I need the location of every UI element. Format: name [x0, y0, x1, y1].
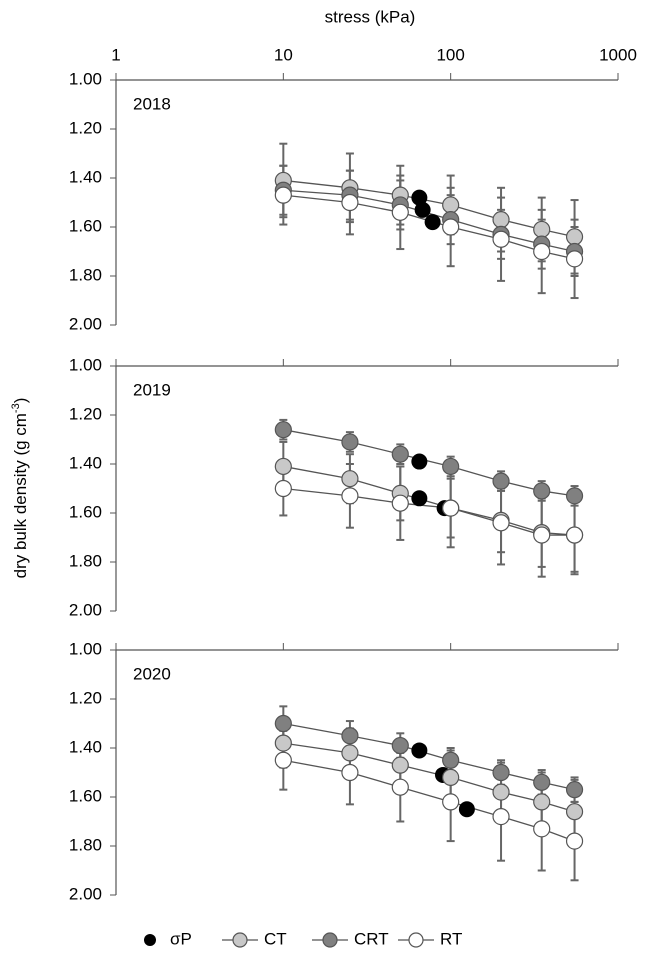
series-point — [274, 714, 292, 733]
series-point — [442, 499, 460, 517]
series-point — [274, 751, 292, 769]
legend-marker — [232, 932, 248, 948]
series-point — [492, 783, 510, 801]
series-point — [492, 472, 510, 490]
y-tick-label: 1.60 — [69, 786, 102, 805]
series-point — [341, 487, 359, 505]
series-point — [391, 778, 409, 796]
legend-label: CRT — [354, 929, 389, 948]
y-tick-label: 1.60 — [69, 216, 102, 235]
sigma-p-point — [411, 453, 428, 470]
series-point — [533, 773, 551, 791]
x-tick-label: 1 — [111, 45, 120, 64]
series-point — [391, 494, 409, 512]
x-tick-label: 10 — [274, 45, 293, 64]
series-point — [565, 228, 584, 246]
y-tick-label: 1.00 — [69, 355, 102, 374]
y-tick-label: 1.20 — [69, 404, 102, 423]
y-axis-label: dry bulk density (g cm-3) — [10, 398, 31, 579]
legend-marker — [144, 934, 156, 946]
x-tick-label: 100 — [436, 45, 464, 64]
series-line — [283, 487, 575, 536]
series-point — [391, 736, 409, 755]
y-tick-label: 1.40 — [69, 453, 102, 472]
series-point — [533, 482, 551, 500]
sigma-p-point — [424, 214, 441, 231]
y-tick-label: 1.80 — [69, 551, 102, 570]
y-tick-label: 1.00 — [69, 639, 102, 658]
y-tick-label: 1.20 — [69, 118, 102, 137]
series-point — [492, 211, 510, 229]
legend-marker — [322, 932, 338, 948]
series-point — [565, 803, 584, 821]
y-tick-label: 2.00 — [69, 600, 102, 619]
panel-label: 2020 — [133, 664, 171, 683]
series-point — [391, 203, 409, 221]
series-point — [442, 457, 460, 476]
legend-marker — [408, 932, 424, 948]
y-label-end: ) — [11, 398, 30, 404]
series-point — [565, 832, 584, 850]
series-point — [533, 793, 551, 811]
series-point — [565, 250, 584, 268]
x-tick-label: 1000 — [599, 45, 637, 64]
series-point — [442, 768, 460, 787]
y-tick-label: 1.00 — [69, 69, 102, 88]
series-point — [274, 479, 292, 498]
series-point — [274, 734, 292, 752]
y-tick-label: 1.80 — [69, 265, 102, 284]
y-tick-label: 1.40 — [69, 737, 102, 756]
x-axis-label: stress (kPa) — [325, 7, 416, 26]
series-point — [341, 433, 359, 451]
legend-label: σP — [170, 929, 192, 948]
series-point — [533, 820, 551, 838]
series-point — [391, 445, 409, 463]
y-tick-label: 2.00 — [69, 884, 102, 903]
sigma-p-point — [411, 189, 428, 206]
series-line — [283, 722, 575, 791]
panel-label: 2019 — [133, 380, 171, 399]
series-point — [492, 763, 510, 782]
series-point — [274, 421, 292, 439]
y-label-sup: -3 — [10, 403, 22, 413]
series-point — [391, 756, 409, 774]
y-tick-label: 2.00 — [69, 314, 102, 333]
y-label-text: dry bulk density (g cm — [11, 413, 30, 578]
sigma-p-point — [458, 801, 475, 818]
series-line — [283, 465, 575, 536]
series-point — [533, 526, 551, 544]
series-point — [565, 781, 584, 799]
sigma-p-point — [411, 742, 428, 759]
sigma-p-point — [411, 490, 428, 507]
series-point — [442, 751, 460, 769]
series-point — [533, 220, 551, 239]
sigma-p-point — [414, 201, 431, 218]
panel-label: 2018 — [133, 94, 171, 113]
series-point — [341, 744, 359, 762]
series-point — [492, 230, 510, 248]
series-point — [565, 487, 584, 505]
series-point — [442, 196, 460, 214]
series-point — [533, 242, 551, 261]
series-point — [341, 763, 359, 782]
series-point — [442, 218, 460, 236]
series-point — [442, 793, 460, 811]
series-point — [565, 526, 584, 544]
series-point — [341, 193, 359, 212]
series-point — [341, 470, 359, 488]
series-point — [274, 457, 292, 476]
y-tick-label: 1.20 — [69, 688, 102, 707]
legend-label: RT — [440, 929, 462, 948]
y-tick-label: 1.40 — [69, 167, 102, 186]
series-point — [341, 727, 359, 745]
legend-label: CT — [264, 929, 287, 948]
series-line — [283, 429, 575, 497]
series-point — [274, 186, 292, 204]
series-point — [492, 807, 510, 826]
y-tick-label: 1.80 — [69, 835, 102, 854]
y-tick-label: 1.60 — [69, 502, 102, 521]
series-point — [492, 514, 510, 532]
